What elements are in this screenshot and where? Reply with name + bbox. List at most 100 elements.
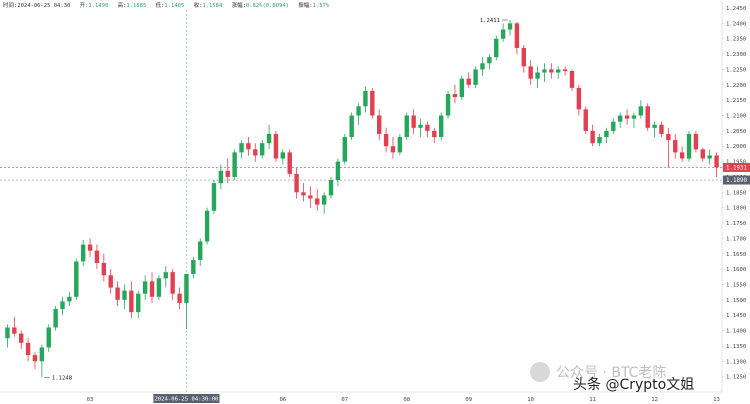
candle-body (149, 281, 155, 297)
candle-body (328, 180, 334, 196)
candle-body (280, 152, 286, 159)
x-tick-label: 09 (465, 397, 472, 403)
crosshair-time-label: 2024-06-25 04:30:00 (154, 397, 218, 403)
candle-body (32, 355, 38, 362)
y-tick-label: 1.1550 (726, 282, 746, 288)
candle-body (225, 170, 230, 177)
candle-body (521, 47, 526, 67)
x-tick-label: 13 (713, 397, 720, 403)
low-label: 低: (155, 3, 165, 9)
x-tick-label: 08 (403, 397, 410, 403)
y-tick-label: 1.2150 (726, 98, 746, 104)
candle-body (259, 143, 265, 156)
amplitude-value: 1.57% (312, 3, 330, 9)
x-tick-label: 03 (87, 397, 94, 403)
candle-body (335, 161, 341, 181)
wechat-icon (530, 362, 550, 382)
candle-body (411, 115, 416, 128)
candle-body (611, 121, 616, 131)
x-tick-label: 07 (341, 397, 348, 403)
candle-body (390, 146, 396, 153)
y-tick-label: 1.2200 (726, 83, 746, 89)
candle-body (604, 130, 609, 138)
candle-body (700, 149, 705, 159)
candle-body (115, 287, 120, 300)
candle-body (184, 274, 189, 303)
high-label: 高: (117, 3, 127, 9)
candle-body (666, 133, 671, 141)
y-tick-label: 1.2450 (726, 6, 746, 12)
candle-body (308, 195, 313, 199)
y-tick-label: 1.1650 (726, 252, 746, 258)
y-tick-label: 1.2400 (726, 21, 746, 27)
y-tick-label: 1.2050 (726, 129, 746, 135)
candle-body (156, 278, 162, 297)
candle-body (239, 143, 244, 153)
y-tick-label: 1.1950 (726, 160, 746, 166)
candle-body (349, 115, 354, 138)
candle-body (12, 327, 17, 334)
candle-body (535, 72, 540, 79)
candle-body (659, 124, 664, 134)
candle-body (321, 195, 327, 205)
candle-body (273, 133, 279, 159)
candle-body (204, 210, 210, 242)
candle-body (631, 115, 637, 119)
candle-body (494, 38, 499, 58)
change-value: 0.82%(0.0094) (245, 3, 289, 9)
min-price-label: 1.1248 (52, 375, 73, 381)
candle-body (693, 133, 699, 150)
candle-body (542, 69, 547, 73)
ohlc-info-bar: 时间:2024-06-25 04:30 开:1.1490 高:1.1585 低:… (3, 1, 335, 9)
y-tick-label: 1.2300 (726, 52, 746, 58)
cursor-price-tag (723, 175, 750, 185)
candle-body (232, 152, 237, 177)
candle-body (315, 198, 320, 205)
candle-body (645, 106, 650, 128)
y-tick-label: 1.1450 (726, 313, 746, 319)
candle-body (163, 272, 168, 279)
candle-body (211, 183, 217, 211)
candle-body (459, 78, 465, 98)
candle-body (136, 293, 141, 313)
y-tick-label: 1.2250 (726, 67, 746, 73)
candle-body (370, 90, 375, 116)
candle-body (19, 333, 24, 343)
candle-body (177, 293, 182, 303)
candle-body (466, 78, 471, 85)
candle-body (473, 69, 478, 85)
high-value: 1.1585 (126, 3, 147, 9)
candle-body (94, 250, 100, 263)
candle-body (576, 87, 582, 110)
candle-body (266, 133, 272, 144)
candle-body (39, 347, 45, 362)
candle-body (528, 66, 533, 79)
candle-body (87, 244, 93, 251)
y-tick-label: 1.2350 (726, 37, 746, 43)
candle-body (617, 115, 623, 122)
max-price-label: 1.2411 (480, 18, 500, 24)
candle-body (652, 124, 657, 128)
candle-body (500, 29, 506, 39)
candle-body (5, 327, 10, 339)
candle-body (294, 173, 299, 193)
time-value: 2024-06-25 04:30 (17, 3, 71, 9)
y-tick-label: 1.1500 (726, 298, 746, 304)
candle-body (583, 109, 588, 131)
candle-body (507, 23, 513, 30)
close-value: 1.1584 (202, 3, 223, 9)
candle-body (714, 155, 719, 168)
candle-body (74, 261, 79, 297)
candle-body (253, 149, 258, 156)
candle-body (342, 137, 347, 162)
x-tick-label: 12 (651, 397, 658, 403)
candle-body (480, 63, 485, 70)
candle-body (67, 296, 72, 302)
candle-body (404, 115, 409, 138)
candle-body (383, 133, 389, 147)
close-label: 收: (193, 3, 203, 9)
y-tick-label: 1.1800 (726, 206, 746, 212)
y-tick-label: 1.1250 (726, 375, 746, 381)
y-tick-label: 1.1600 (726, 267, 746, 273)
